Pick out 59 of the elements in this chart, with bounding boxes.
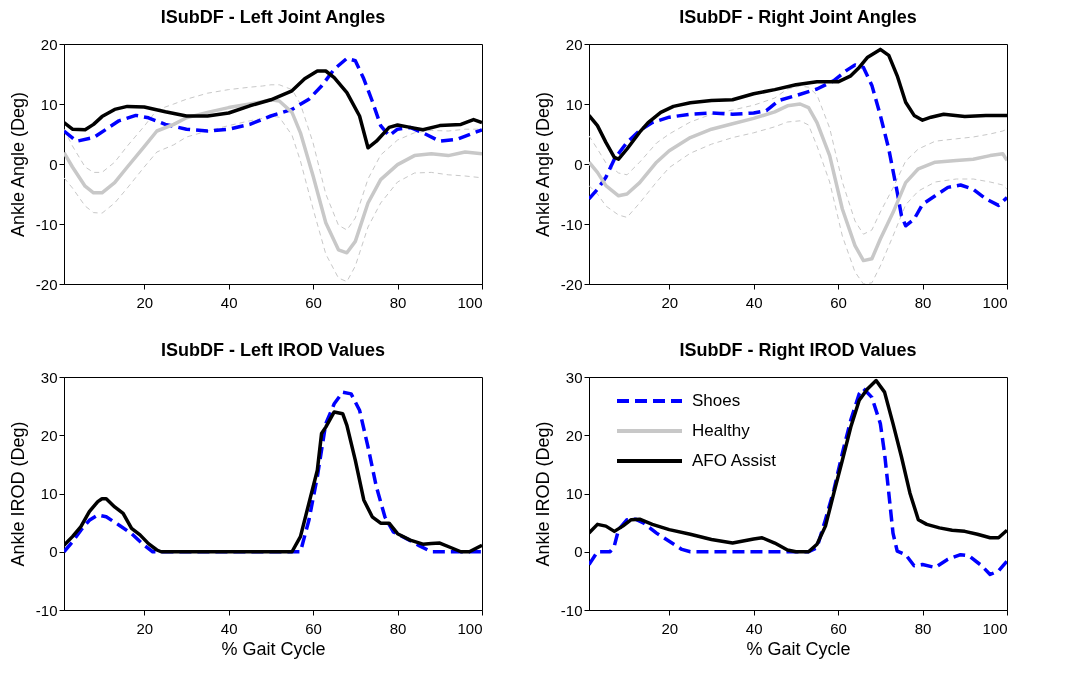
y-axis-title: Ankle IROD (Deg) [532, 421, 553, 567]
y-tick-label: 0 [49, 155, 58, 173]
y-tick-label: 30 [40, 368, 58, 386]
x-tick-label: 100 [982, 293, 1008, 311]
y-tick-label: -10 [35, 601, 58, 619]
legend-label: Shoes [692, 391, 741, 410]
x-tick-label: 60 [305, 619, 322, 637]
y-axis-title: Ankle IROD (Deg) [7, 421, 28, 567]
chart-title: ISubDF - Left Joint Angles [160, 7, 386, 27]
line-series [64, 98, 482, 255]
line-series [589, 102, 1007, 263]
y-tick-label: 20 [40, 426, 58, 444]
line-series [589, 85, 1007, 235]
chart-title: ISubDF - Right IROD Values [679, 340, 917, 360]
x-tick-label: 80 [914, 293, 932, 311]
y-tick-label: 0 [574, 543, 583, 561]
x-tick-label: 80 [914, 619, 932, 637]
chart-title: ISubDF - Right Joint Angles [679, 7, 917, 27]
y-tick-label: 0 [574, 155, 583, 173]
y-tick-label: 20 [565, 426, 583, 444]
x-tick-label: 80 [389, 619, 407, 637]
y-axis-title: Ankle Angle (Deg) [7, 91, 28, 238]
y-tick-label: 20 [40, 35, 58, 53]
y-axis-title: Ankle Angle (Deg) [532, 91, 553, 238]
x-axis-title: % Gait Cycle [221, 638, 326, 659]
x-tick-label: 20 [661, 619, 679, 637]
y-tick-label: 0 [49, 543, 58, 561]
x-tick-label: 40 [745, 619, 763, 637]
x-tick-label: 60 [305, 293, 322, 311]
y-tick-label: -10 [560, 601, 583, 619]
x-tick-label: 60 [830, 619, 847, 637]
legend-label: AFO Assist [692, 451, 777, 470]
x-tick-label: 40 [220, 619, 238, 637]
line-series [589, 63, 1007, 228]
y-tick-label: -10 [560, 215, 583, 233]
chart-title: ISubDF - Left IROD Values [160, 340, 386, 360]
x-tick-label: 20 [136, 619, 154, 637]
x-tick-label: 80 [389, 293, 407, 311]
x-tick-label: 100 [457, 293, 483, 311]
y-tick-label: -20 [560, 275, 583, 293]
x-tick-label: 60 [830, 293, 847, 311]
y-tick-label: 10 [565, 95, 583, 113]
y-tick-label: 30 [565, 368, 583, 386]
y-tick-label: -10 [35, 215, 58, 233]
y-tick-label: 20 [565, 35, 583, 53]
x-tick-label: 100 [982, 619, 1008, 637]
y-tick-label: 10 [40, 485, 58, 502]
x-tick-label: 20 [136, 293, 154, 311]
line-series [589, 386, 1007, 577]
x-tick-label: 40 [745, 293, 763, 311]
y-tick-label: 10 [40, 95, 58, 113]
x-axis-title: % Gait Cycle [746, 638, 851, 659]
line-series [64, 56, 482, 143]
x-tick-label: 40 [220, 293, 238, 311]
x-tick-label: 20 [661, 293, 679, 311]
y-tick-label: 10 [565, 485, 583, 502]
x-tick-label: 100 [457, 619, 483, 637]
legend-label: Healthy [692, 421, 751, 440]
y-tick-label: -20 [35, 275, 58, 293]
